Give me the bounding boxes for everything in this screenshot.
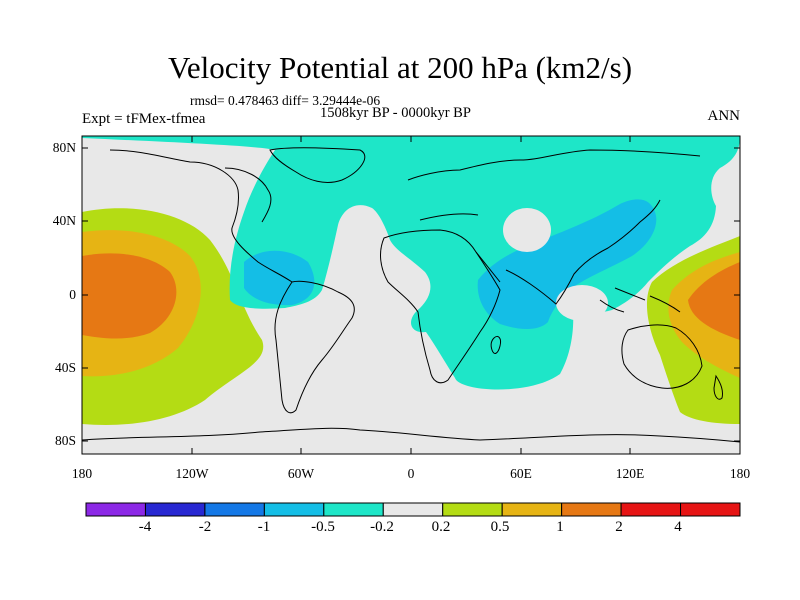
colorbar-label-4: -0.5 [311,519,335,535]
colorbar-box-8 [501,502,563,517]
season-label: ANN [707,108,741,124]
lat-tick-80s: 80S [54,433,76,448]
south-america-coast [274,280,355,414]
coastlines [82,147,740,443]
lat-tick-80n: 80N [52,140,76,155]
africa-coast [380,229,501,384]
australia-coast [621,324,703,389]
lon-tick-180w: 180 [71,466,93,481]
period-text: 1508kyr BP - 0000kyr BP [320,105,471,121]
colorbar-box-1 [85,502,146,517]
colorbar-label-7: 0.5 [490,519,510,535]
colorbar-label-6: 0.2 [431,519,451,535]
lon-tick-120w: 120W [175,466,209,481]
europe-coast [407,149,701,221]
madagascar-coast [490,335,501,354]
lon-tick-120e: 120E [615,466,645,481]
lon-tick-0: 0 [407,466,415,481]
asia-coast [475,199,661,305]
stats-text: rmsd= 0.478463 diff= 3.29444e-06 [190,93,381,108]
colorbar-box-11 [680,502,741,517]
axis-ticks [82,136,740,454]
east-pacific-strong-positive [82,253,177,339]
north-america-coast [109,149,293,283]
colorbar-label-9: 2 [615,519,623,535]
plot-title: Velocity Potential at 200 hPa (km2/s) [167,50,633,85]
colorbar-box-7 [442,502,503,517]
lon-tick-60w: 60W [287,466,315,481]
colorbar-box-2 [144,502,206,517]
greenland-coast [269,147,366,183]
lat-tick-40n: 40N [52,213,76,228]
negative-weak-region [82,136,740,390]
new-zealand-coast [713,374,723,400]
antarctica-coast [82,427,740,443]
maritime-continent [599,287,681,313]
colorbar-box-5 [323,502,384,517]
colorbar-box-6 [382,502,444,517]
colorbar-box-3 [204,502,265,517]
lat-tick-40s: 40S [54,360,76,375]
colorbar-box-9 [561,502,622,517]
negative-mid-region-asia [477,199,657,329]
west-pacific-strong-positive [688,262,740,340]
colorbar-box-10 [620,502,682,517]
colorbar-label-2: -2 [198,519,212,535]
colorbar-label-8: 1 [556,519,564,535]
neutral-island-indian-ocean [556,285,608,321]
colorbar-box-4 [263,502,325,517]
colorbar-label-1: -4 [138,519,152,535]
experiment-label: Expt = tFMex-tfmea [82,111,206,127]
lon-tick-60e: 60E [510,466,532,481]
lat-tick-0: 0 [69,287,76,302]
colorbar [85,502,741,517]
colorbar-label-5: -0.2 [370,519,394,535]
colorbar-label-3: -1 [257,519,271,535]
neutral-island-central-asia [503,208,551,252]
lon-tick-180e: 180 [729,466,751,481]
colorbar-label-10: 4 [674,519,682,535]
